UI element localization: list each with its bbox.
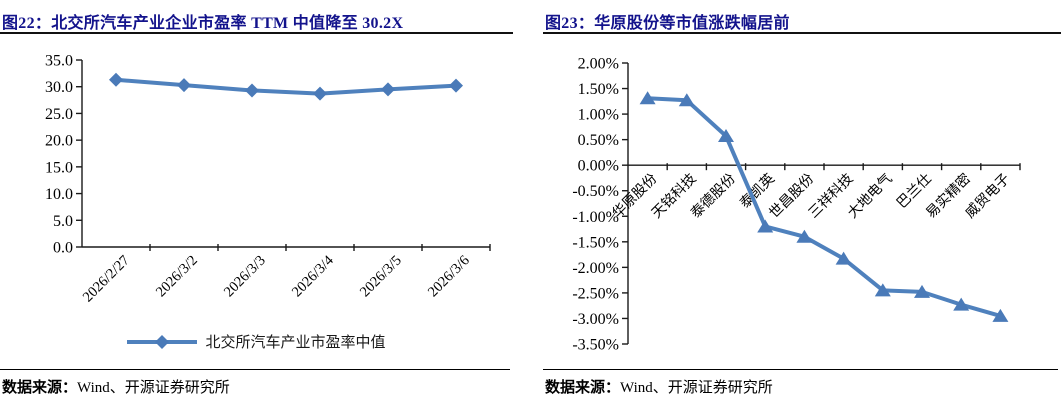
y-tick-label: -3.50% [572, 337, 619, 354]
data-source: 数据来源：Wind、开源证券研究所 [543, 369, 1058, 397]
y-tick-label: 10.0 [45, 186, 73, 203]
data-point-marker [177, 78, 191, 93]
data-source-text: Wind、开源证券研究所 [77, 380, 230, 396]
y-tick-label: 2.00% [578, 56, 619, 73]
data-point-marker [953, 297, 970, 311]
legend-line-diamond-icon [127, 334, 198, 349]
y-tick-label: 35.0 [45, 53, 73, 70]
chart-legend: 北交所汽车产业市盈率中值 [0, 331, 513, 352]
y-tick-label: -0.50% [572, 183, 619, 200]
y-tick-label: 0.0 [53, 240, 73, 257]
x-category-label: 2026/2/27 [80, 253, 133, 306]
data-point-marker [313, 86, 327, 101]
x-category-label: 2026/3/2 [153, 253, 201, 301]
pe-ttm-median-line-chart: 35.0 30.0 25.0 20.0 15.0 10.0 5.0 0.0 2026/2/27 2… [45, 53, 491, 306]
y-tick-label: 1.50% [578, 81, 619, 98]
data-point-marker [914, 284, 930, 298]
y-tick-label: 30.0 [45, 79, 73, 96]
data-point-marker [678, 93, 695, 107]
figure-22-panel: 图22：北交所汽车产业企业市盈率 TTM 中值降至 30.2X 35.0 30.0… [0, 0, 513, 408]
market-cap-change-line-chart: 2.00% 1.50% 1.00% 0.50% 0.00% -0.50% -1.00% -1.… [572, 56, 1021, 354]
x-category-label: 2026/3/6 [425, 253, 473, 301]
x-category-label: 2026/3/4 [289, 252, 337, 300]
data-point-marker [639, 91, 656, 105]
data-point-marker [874, 283, 891, 297]
y-tick-label: -1.00% [572, 209, 619, 226]
figure-23-panel: 图23：华原股份等市值涨跌幅居前 2.00% 1.50% 1.00% 0.50% 0.0… [543, 0, 1061, 408]
figure-23-title: 图23：华原股份等市值涨跌幅居前 [543, 0, 1061, 34]
x-category-label: 2026/3/3 [221, 253, 269, 301]
y-tick-label: -2.50% [572, 285, 619, 302]
series-line [115, 77, 457, 96]
legend-label: 北交所汽车产业市盈率中值 [205, 335, 386, 351]
data-point-marker [718, 129, 734, 143]
data-point-marker [992, 308, 1009, 322]
data-source-label: 数据来源： [2, 380, 78, 396]
data-point-marker [109, 72, 123, 87]
data-point-marker [381, 82, 395, 97]
y-tick-label: -1.50% [572, 234, 619, 251]
data-point-marker [449, 78, 463, 93]
y-tick-label: 0.00% [578, 158, 619, 175]
data-source: 数据来源：Wind、开源证券研究所 [0, 369, 510, 397]
y-tick-label: 25.0 [45, 106, 73, 123]
data-point-marker [835, 251, 852, 265]
y-tick-label: 0.50% [578, 132, 619, 149]
data-source-text: Wind、开源证券研究所 [620, 380, 773, 396]
x-category-label: 2026/3/5 [357, 253, 405, 301]
data-point-marker [757, 219, 774, 233]
y-tick-label: -3.00% [572, 311, 619, 328]
y-tick-label: -2.00% [572, 260, 619, 277]
legend-diamond-icon [155, 334, 170, 349]
data-point-marker [796, 229, 813, 243]
data-source-label: 数据来源： [545, 380, 621, 396]
y-tick-label: 20.0 [45, 133, 73, 150]
y-tick-label: 5.0 [53, 213, 73, 230]
series-line [647, 96, 1001, 318]
y-tick-label: 1.00% [578, 107, 619, 124]
figure-22-title: 图22：北交所汽车产业企业市盈率 TTM 中值降至 30.2X [0, 0, 513, 34]
y-tick-label: 15.0 [45, 159, 73, 176]
data-point-marker [245, 83, 259, 98]
